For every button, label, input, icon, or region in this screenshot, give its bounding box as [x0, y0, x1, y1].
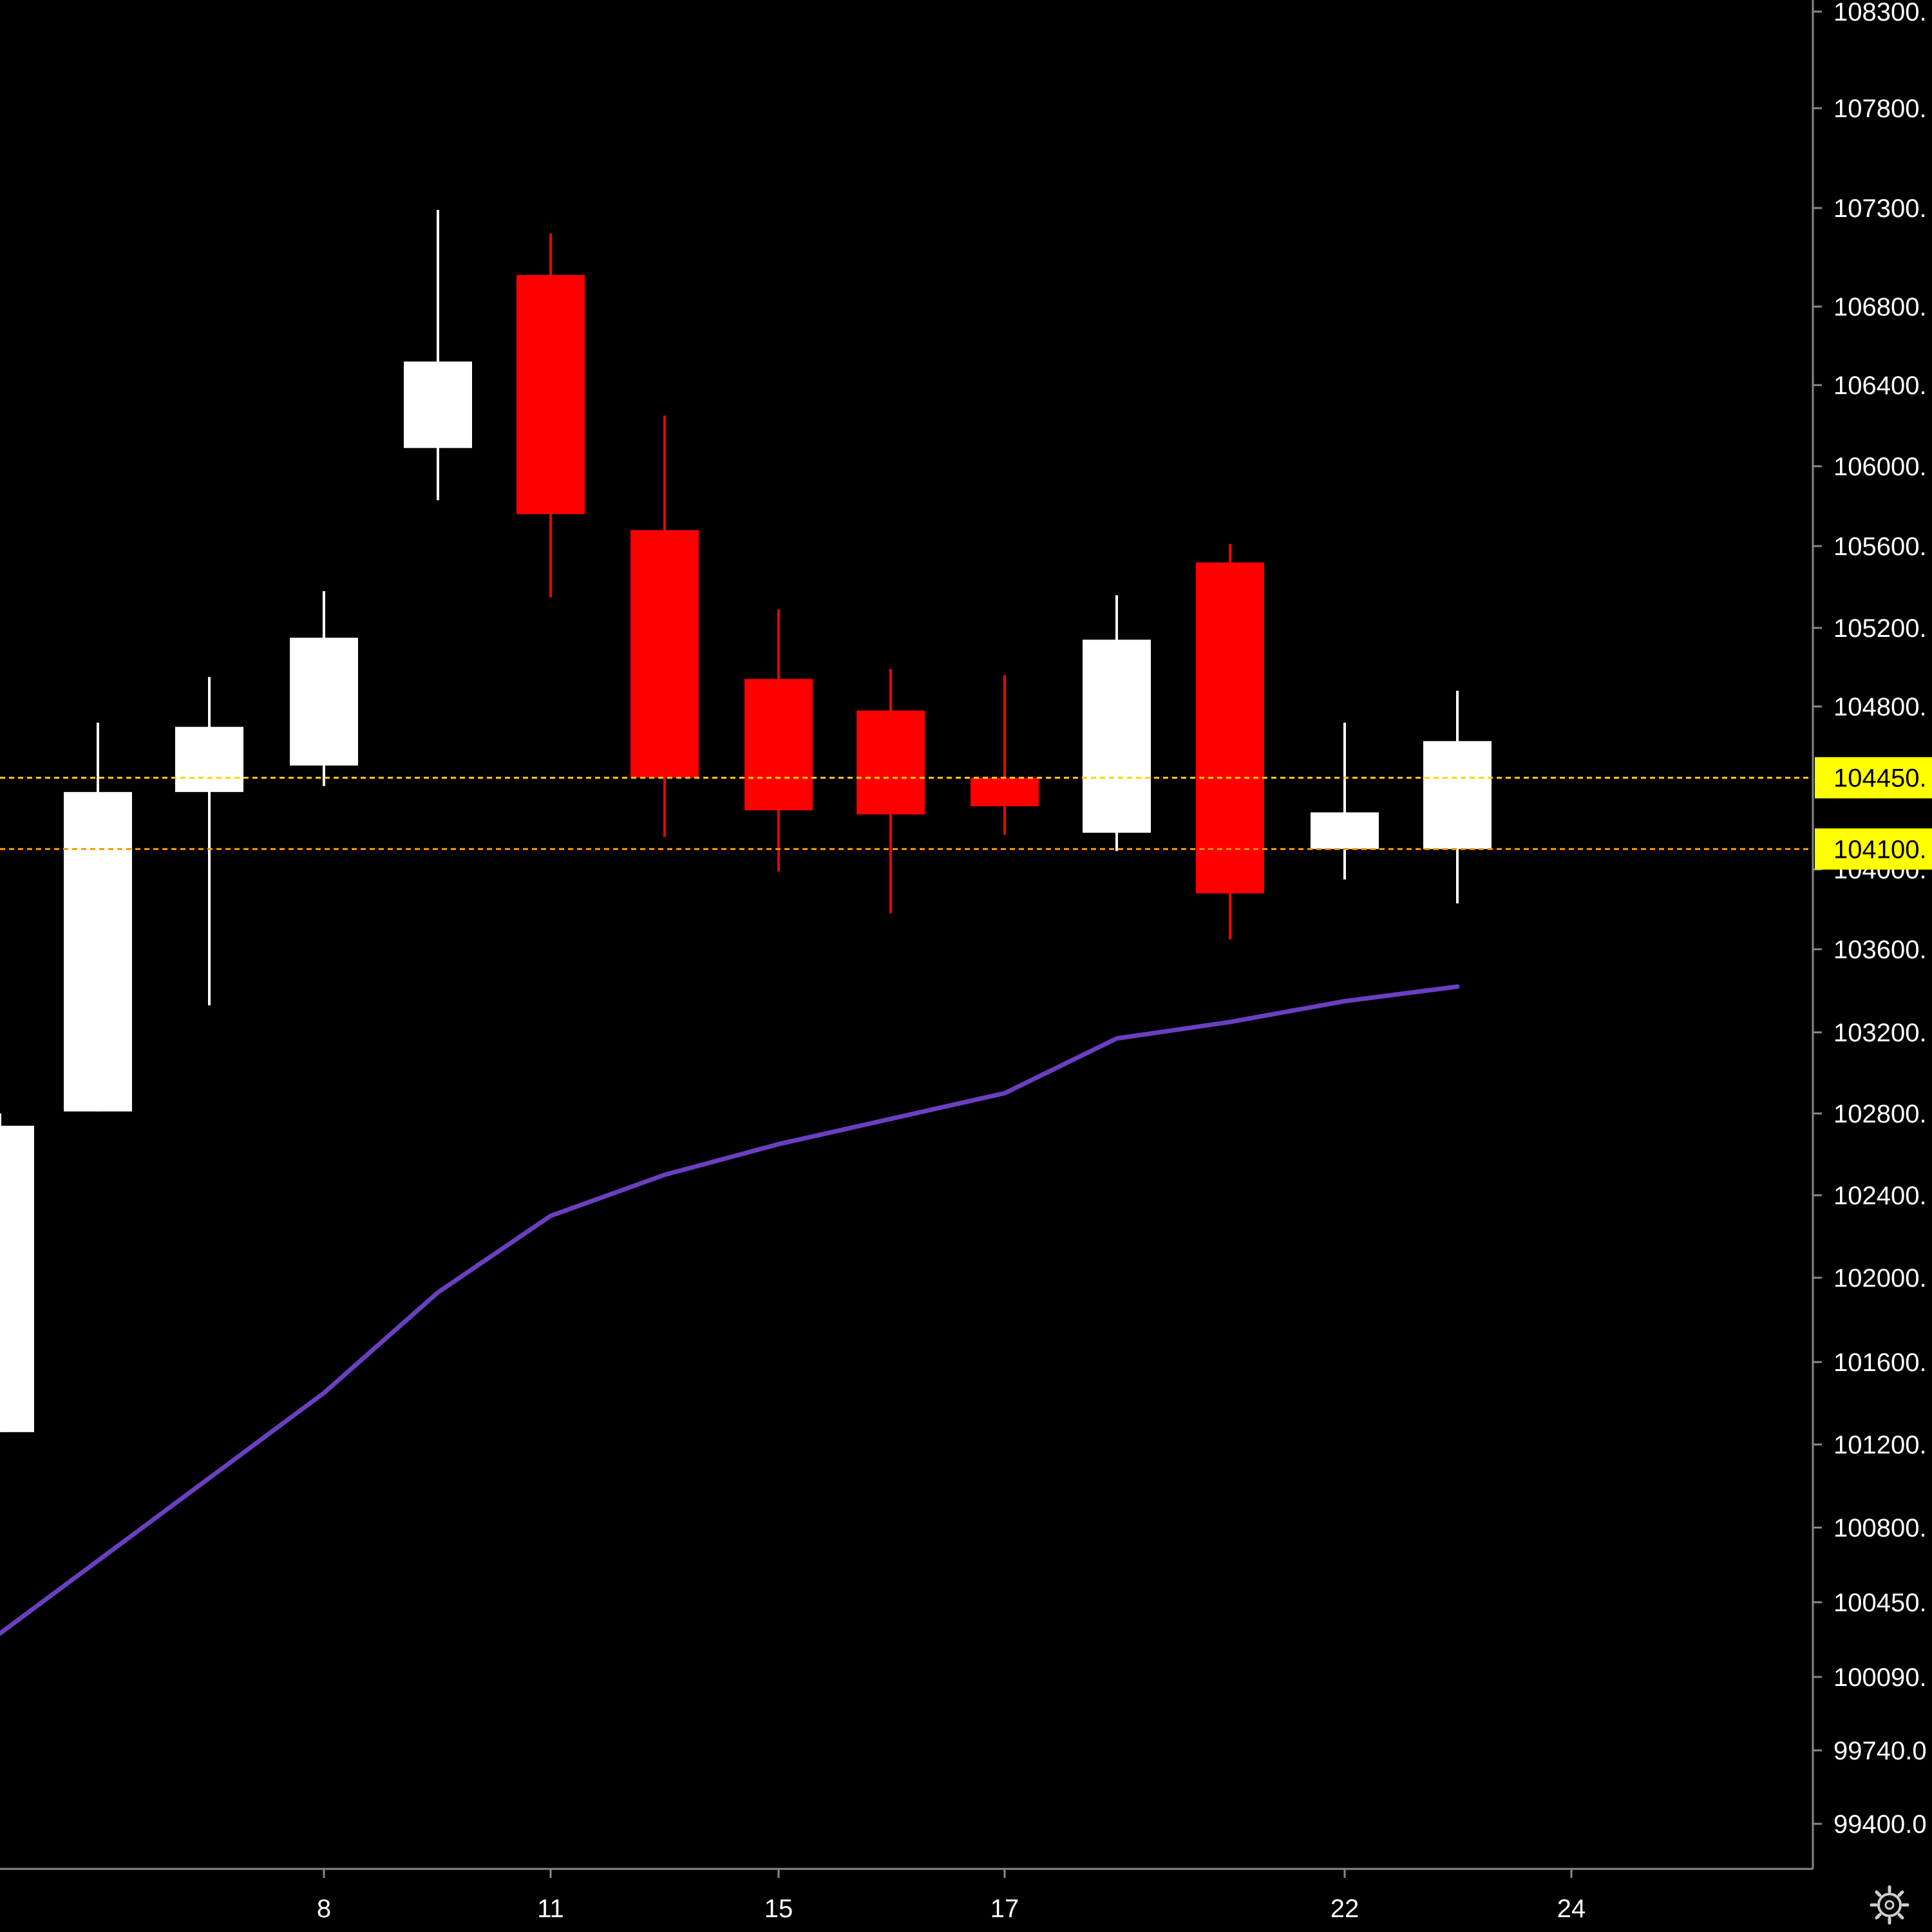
candle[interactable]	[404, 210, 472, 500]
price-axis-label: 107800.	[1833, 95, 1927, 123]
price-axis-label: 99740.0	[1833, 1737, 1927, 1765]
time-axis-label: 15	[764, 1895, 793, 1923]
candle[interactable]	[1311, 723, 1379, 880]
price-axis-label: 103600.	[1833, 936, 1927, 964]
time-axis-label: 17	[990, 1895, 1019, 1923]
price-axis-label: 102400.	[1833, 1182, 1927, 1210]
plot-area[interactable]	[0, 210, 1813, 1636]
price-axis-label: 101200.	[1833, 1431, 1927, 1459]
candle-body	[290, 638, 358, 766]
candle-body	[175, 726, 243, 792]
price-axis-label: 104800.	[1833, 693, 1927, 721]
price-tag-label: 104100.	[1833, 835, 1927, 864]
gear-icon[interactable]	[1870, 1885, 1909, 1925]
candle[interactable]	[516, 233, 585, 598]
candle-body	[1311, 812, 1379, 849]
candle[interactable]	[744, 609, 813, 872]
price-axis-label: 100090.	[1833, 1663, 1927, 1692]
candle-body	[1196, 562, 1264, 894]
candle[interactable]	[175, 677, 243, 1006]
candle[interactable]	[1196, 544, 1264, 940]
candle-body	[971, 777, 1039, 806]
time-axis[interactable]: 8 11 15 17 22 24	[317, 1869, 1586, 1923]
horizontal-line-labels: 104450. 104100.	[1815, 757, 1932, 870]
candle[interactable]	[1423, 690, 1492, 904]
price-axis-label: 102000.	[1833, 1264, 1927, 1293]
candle-body	[1083, 639, 1151, 833]
candle[interactable]	[0, 1113, 34, 1432]
price-axis[interactable]: 108300. 107800. 107300. 106800. 106400. 10600…	[1813, 0, 1927, 1839]
candle[interactable]	[1083, 595, 1151, 851]
price-tag-background	[1815, 757, 1932, 799]
price-axis-label: 101600.	[1833, 1349, 1927, 1377]
time-axis-label: 22	[1331, 1895, 1359, 1923]
price-axis-label: 105200.	[1833, 614, 1927, 643]
candle[interactable]	[971, 675, 1039, 835]
price-axis-label: 102800.	[1833, 1100, 1927, 1128]
price-axis-label: 99400.0	[1833, 1810, 1927, 1839]
candle-body	[744, 679, 813, 811]
candle[interactable]	[857, 669, 925, 914]
price-axis-label: 100800.	[1833, 1514, 1927, 1542]
time-axis-label: 24	[1557, 1895, 1586, 1923]
candle[interactable]	[64, 723, 132, 1112]
price-axis-label: 106800.	[1833, 293, 1927, 321]
candles-layer	[0, 210, 1492, 1432]
candle-body	[1423, 741, 1492, 849]
candle[interactable]	[290, 591, 358, 786]
candle-body	[0, 1126, 34, 1432]
price-axis-label: 106400.	[1833, 372, 1927, 400]
price-axis-label: 106000.	[1833, 453, 1927, 481]
price-axis-label: 103200.	[1833, 1019, 1927, 1047]
time-axis-label: 8	[317, 1895, 331, 1923]
price-axis-label: 105600.	[1833, 533, 1927, 561]
price-axis-label: 108300.	[1833, 0, 1927, 26]
price-axis-label: 107300.	[1833, 194, 1927, 223]
price-axis-label: 100450.	[1833, 1589, 1927, 1617]
candle-body	[857, 710, 925, 815]
candle-body	[630, 530, 699, 778]
candle-body	[516, 275, 585, 515]
candle[interactable]	[630, 415, 699, 837]
time-axis-label: 11	[537, 1895, 564, 1923]
price-tag-background	[1815, 828, 1932, 870]
candle-body	[404, 361, 472, 448]
horizontal-lines-layer	[0, 777, 1813, 850]
price-tag-label: 104450.	[1833, 764, 1927, 793]
moving-average-layer	[0, 984, 1460, 1636]
moving-average-line	[0, 984, 1460, 1636]
candle-body	[64, 791, 132, 1112]
